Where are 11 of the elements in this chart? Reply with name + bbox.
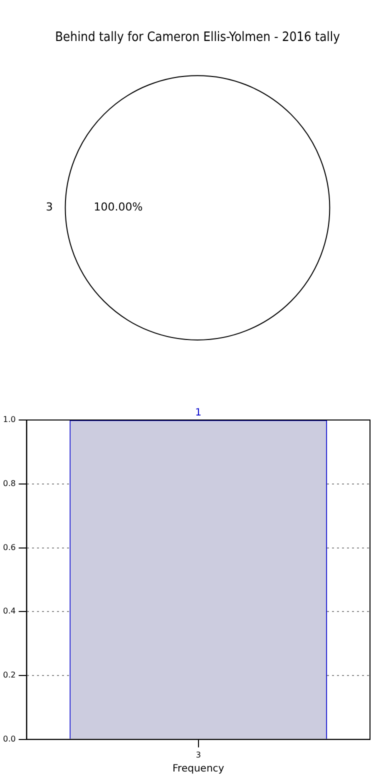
y-tick-label: 0.2	[2, 670, 16, 680]
y-tick-label: 0.4	[2, 606, 16, 616]
x-axis-title: Frequency	[172, 764, 224, 775]
slice-label: 3	[46, 200, 53, 214]
y-tick-label: 1.0	[2, 415, 16, 424]
y-tick-label: 0.8	[2, 478, 16, 488]
chart-title: Behind tally for Cameron Ellis-Yolmen - 2016 tally	[55, 30, 340, 44]
data-label: 100.00%	[94, 200, 143, 214]
data-label: 1	[195, 408, 202, 419]
y-tick-label: 0.0	[2, 734, 16, 744]
y-tick-label: 0.6	[2, 542, 16, 552]
